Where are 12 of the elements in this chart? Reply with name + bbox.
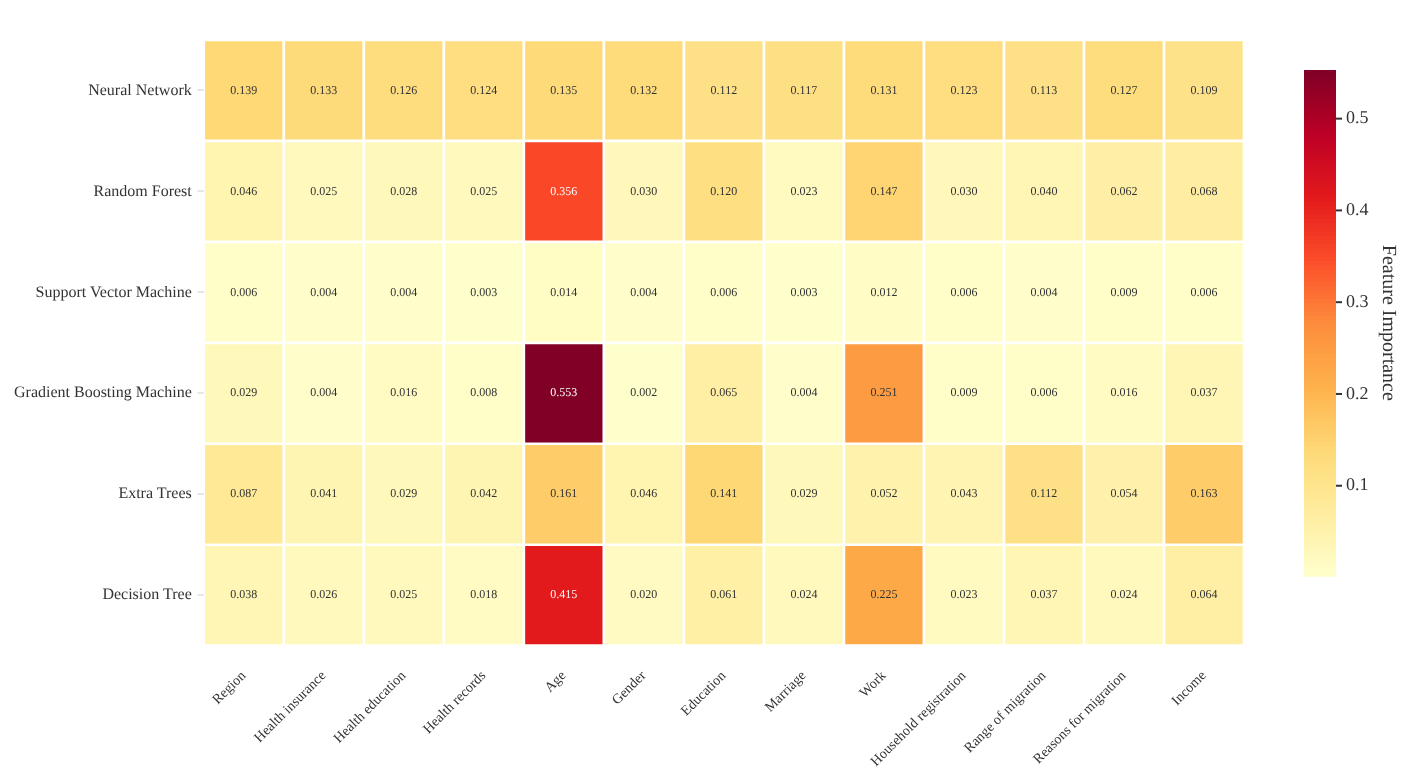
y-tick-label: Gradient Boosting Machine [13, 383, 193, 402]
y-tick-label: Decision Tree [102, 585, 193, 604]
color-bar-title: Feature Importance [1376, 244, 1399, 402]
color-bar-label: 0.5 [1346, 107, 1370, 128]
y-tick-label: Extra Trees [118, 484, 192, 503]
color-bar-label: 0.4 [1346, 199, 1370, 220]
y-tick-label: Random Forest [93, 181, 194, 200]
y-tick-label: Support Vector Machine [35, 282, 193, 301]
color-bar-label: 0.2 [1346, 382, 1369, 403]
color-bar-label: 0.3 [1346, 290, 1370, 311]
y-tick-label: Neural Network [88, 80, 192, 99]
color-bar-label: 0.1 [1346, 474, 1369, 495]
